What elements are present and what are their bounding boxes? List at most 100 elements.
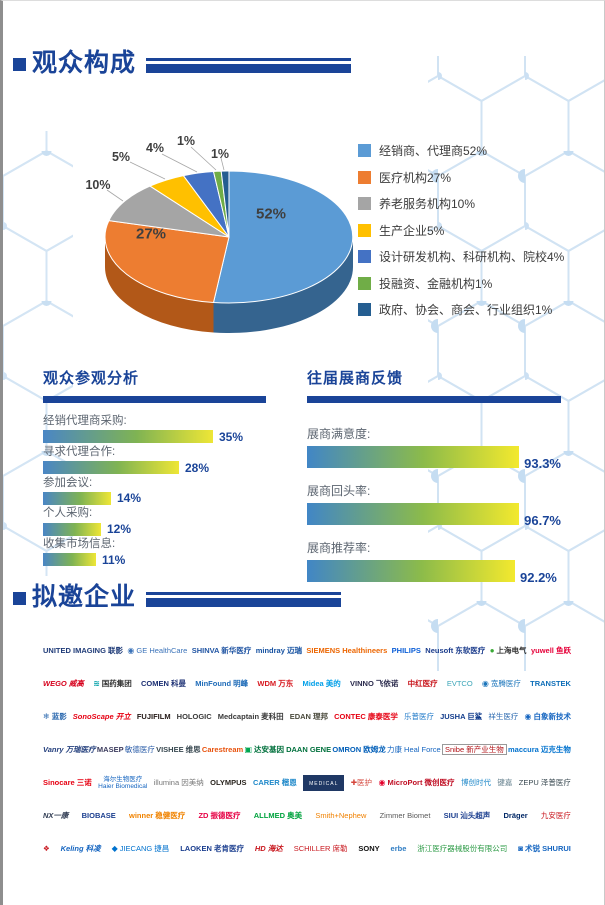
logo-text: ZEPU 泽普医疗 bbox=[518, 777, 571, 787]
logo-text: ZD 振德医疗 bbox=[198, 810, 241, 820]
pie-side-wall-orange bbox=[104, 237, 214, 333]
pie-leader-lines bbox=[106, 146, 225, 202]
company-logo: VISHEE 维思 bbox=[156, 744, 201, 754]
company-logo: WDM 万东 bbox=[257, 679, 293, 688]
logo-text: EDAN 理邦 bbox=[289, 711, 329, 721]
company-logo: illumina 因美纳 bbox=[154, 778, 204, 787]
company-logo: SHINVA 新华医疗 bbox=[192, 646, 252, 655]
bar-fill bbox=[43, 430, 213, 444]
company-logo: Keling 科凌 bbox=[61, 844, 101, 853]
header-decoration-lines bbox=[146, 592, 342, 607]
bar-category-label: 展商推荐率: bbox=[307, 541, 371, 555]
legend-item: 经销商、代理商52% bbox=[358, 142, 564, 159]
logo-icon: ◉ bbox=[481, 678, 489, 688]
legend-swatch bbox=[358, 303, 371, 316]
bar-value: 35% bbox=[219, 429, 244, 444]
logo-row: ❄ 蓝影 SonoScape 开立 FUJIFILM HOLOGIC Medcaptain… bbox=[43, 707, 571, 727]
company-logo: Sinocare 三诺 bbox=[43, 778, 92, 787]
logo-text: MinFound 明峰 bbox=[195, 678, 249, 688]
logo-icon: ◉ bbox=[524, 711, 532, 721]
logo-text-line2: Haier Biomedical bbox=[98, 783, 148, 790]
logo-text: mindray 迈瑞 bbox=[255, 645, 302, 655]
logo-text: erbe bbox=[390, 843, 407, 853]
logo-text: Vanry 万瑞医疗 bbox=[43, 744, 96, 754]
exhibitor-feedback-column: 往届展商反馈 展商满意度: 93.3% 展商回头率: 96.7% 展商推荐率: 92.2% bbox=[307, 367, 561, 596]
logo-row: NX一康 BIOBASE winner 稳健医疗 ZD 振德医疗 ALLMED 奥美 Sm… bbox=[43, 806, 571, 826]
logo-text: JIECANG 捷昌 bbox=[119, 843, 170, 853]
logo-row: ❖ Keling 科凌 ◆ JIECANG 捷昌 LAOKEN 老肯医疗 HD 海达 SCH… bbox=[43, 839, 571, 859]
pie-label-1b: 1% bbox=[210, 147, 230, 161]
company-logo: ZD 振德医疗 bbox=[198, 810, 241, 820]
legend-label: 投融资、金融机构1% bbox=[379, 276, 493, 291]
bar-line: 12% bbox=[43, 522, 266, 536]
pie-legend: 经销商、代理商52% 医疗机构27% 养老服务机构10% 生产企业5% 设计研发机构、科… bbox=[358, 142, 564, 318]
logo-text: ❖ bbox=[43, 843, 50, 853]
logo-text: Neusoft 东软医疗 bbox=[425, 645, 486, 655]
logo-text: EVTCO bbox=[446, 678, 473, 688]
bar-value: 92.2% bbox=[520, 570, 557, 585]
bar-row: 参加会议: 14% bbox=[43, 477, 266, 505]
logo-text: Carestream bbox=[201, 744, 244, 754]
company-logo: 祥生医疗 bbox=[488, 712, 518, 721]
logo-text: 博创时代 bbox=[460, 777, 491, 787]
bar-category-label: 寻求代理合作: bbox=[43, 445, 116, 458]
company-logo: Dräger bbox=[504, 811, 528, 820]
bar-fill bbox=[307, 560, 515, 582]
logo-text: CONTEC 康泰医学 bbox=[334, 711, 398, 721]
bar-category-label: 个人采购: bbox=[43, 507, 93, 520]
logo-text: COMEN 科曼 bbox=[141, 678, 187, 688]
logo-icon: ● bbox=[489, 645, 495, 655]
company-logo: WEGO 威高 bbox=[43, 679, 84, 688]
logo-text: HOLOGIC bbox=[176, 711, 212, 721]
logo-text: SONY bbox=[358, 843, 380, 853]
logo-text: 乐普医疗 bbox=[403, 711, 434, 721]
bar-fill bbox=[43, 522, 101, 536]
logo-text: 中红医疗 bbox=[407, 678, 438, 688]
company-logo: TRANSTEK bbox=[530, 679, 571, 688]
company-logo: Medcaptain 麦科田 bbox=[218, 712, 284, 721]
company-logo: CONTEC 康泰医学 bbox=[334, 711, 398, 721]
logo-text: UNITED IMAGING 联影 bbox=[43, 645, 123, 655]
company-logo: 浙江医疗器械股份有限公司 bbox=[417, 844, 507, 853]
logo-icon: ◙ bbox=[518, 843, 524, 853]
logo-text: 九安医疗 bbox=[540, 810, 571, 820]
legend-swatch bbox=[358, 276, 371, 290]
logo-text: VINNO 飞依诺 bbox=[350, 678, 399, 688]
visitor-analysis-column: 观众参观分析 经销代理商采购: 35% 寻求代理合作: 28% 参加会议: 14% 个人采购… bbox=[43, 367, 266, 596]
company-logo: ✚医护 bbox=[351, 778, 372, 787]
bar-fill bbox=[307, 446, 520, 468]
logo-icon: ❄ bbox=[43, 711, 50, 721]
logo-row: WEGO 威高 ≋ 国药集团 COMEN 科曼 MinFound 明峰 WDM 万东 Mid… bbox=[43, 674, 571, 694]
pie-label-1a: 1% bbox=[176, 134, 196, 148]
company-logo: JUSHA 巨鲨 bbox=[440, 712, 482, 721]
company-logo: OMRON 欧姆龙 bbox=[332, 745, 385, 754]
logo-icon: ≋ bbox=[93, 678, 100, 688]
visitor-analysis-underline bbox=[43, 396, 266, 403]
company-logo: BIOBASE bbox=[82, 811, 116, 820]
logo-row: Vanry 万瑞医疗 MASEP 敏德医疗 VISHEE 维思 Carestream ▣ 达… bbox=[43, 740, 571, 760]
logo-text: 达安基因 DAAN GENE bbox=[254, 744, 332, 754]
logo-text: 力康 Heal Force bbox=[386, 744, 441, 754]
logo-icon: ▣ bbox=[244, 744, 253, 754]
company-logo: SIEMENS Healthineers bbox=[306, 646, 387, 655]
company-logo: OLYMPUS bbox=[210, 778, 246, 787]
company-logo: ◉ MicroPort 微创医疗 bbox=[378, 778, 454, 788]
company-logo: Snibe 新产业生物 bbox=[441, 743, 507, 755]
company-logo: SONY bbox=[358, 843, 380, 853]
logo-text: 术锐 SHURUI bbox=[525, 843, 571, 853]
logo-icon: ◆ bbox=[111, 843, 118, 853]
logo-text: MEDICAL bbox=[309, 780, 339, 787]
legend-swatch bbox=[358, 223, 371, 237]
legend-label: 经销商、代理商52% bbox=[379, 144, 488, 158]
bar-row: 展商满意度: 93.3% bbox=[307, 425, 561, 471]
bar-value: 12% bbox=[107, 522, 132, 537]
logo-text: PHILIPS bbox=[391, 645, 421, 655]
logo-text: ALLMED 奥美 bbox=[253, 810, 303, 820]
company-logo: Vanry 万瑞医疗 bbox=[43, 744, 96, 754]
bar-value: 93.3% bbox=[524, 456, 561, 471]
legend-item: 养老服务机构10% bbox=[358, 195, 564, 212]
bar-line: 11% bbox=[43, 553, 266, 567]
logo-text: VISHEE 维思 bbox=[156, 744, 201, 754]
header-bullet-square bbox=[13, 592, 26, 605]
